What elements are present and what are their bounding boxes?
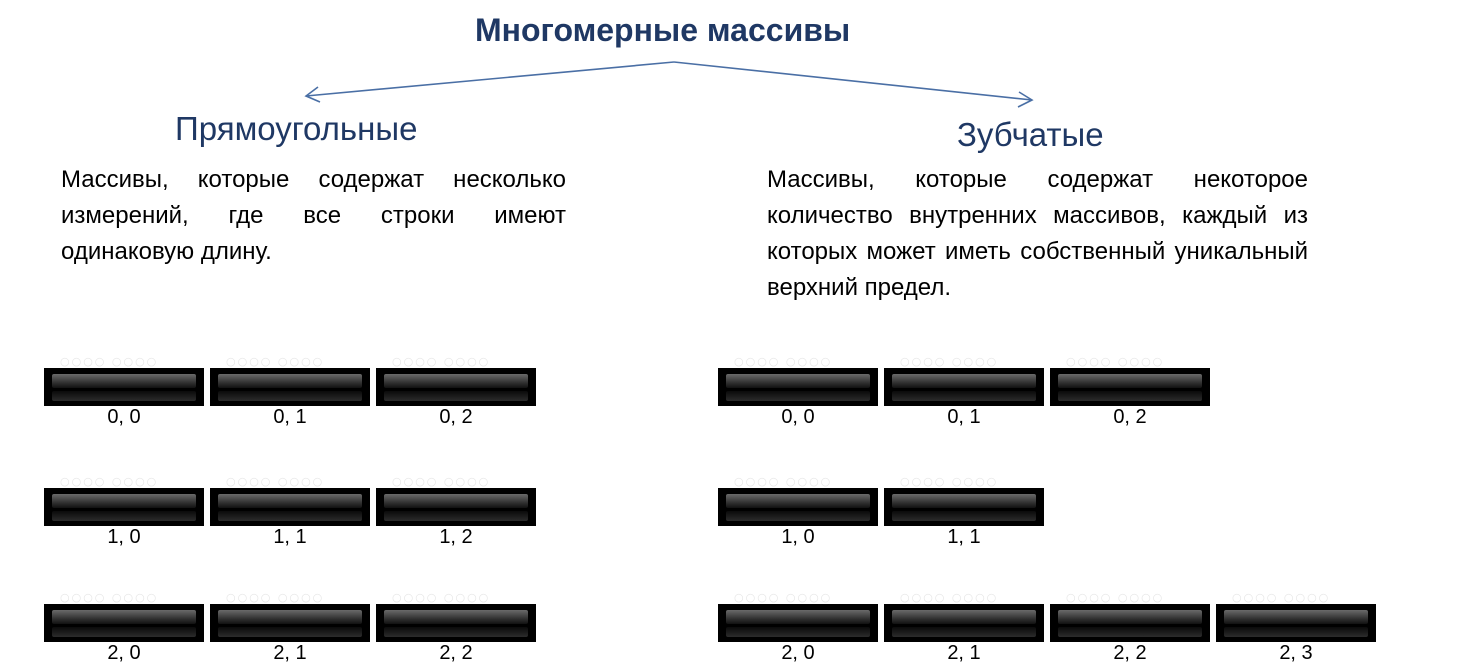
array-element-block bbox=[376, 368, 536, 406]
jag-cell-2-3: ○○○○ ○○○○ 2, 3 bbox=[1216, 592, 1376, 664]
rect-cell-1-1: ○○○○ ○○○○ 1, 1 bbox=[210, 476, 370, 548]
rect-cell-2-2: ○○○○ ○○○○ 2, 2 bbox=[376, 592, 536, 664]
array-element-block bbox=[718, 368, 878, 406]
jag-cell-2-0: ○○○○ ○○○○ 2, 0 bbox=[718, 592, 878, 664]
cell-placeholder-dots: ○○○○ ○○○○ bbox=[1066, 356, 1165, 368]
jagged-heading: Зубчатые bbox=[957, 116, 1104, 153]
jag-cell-1-1: ○○○○ ○○○○ 1, 1 bbox=[884, 476, 1044, 548]
rectangular-description: Массивы, которые содержат несколько изме… bbox=[61, 166, 566, 265]
cell-placeholder-dots: ○○○○ ○○○○ bbox=[1066, 592, 1165, 604]
array-element-block bbox=[44, 368, 204, 406]
cell-index-label: 0, 0 bbox=[781, 406, 815, 428]
cell-placeholder-dots: ○○○○ ○○○○ bbox=[60, 476, 159, 488]
cell-placeholder-dots: ○○○○ ○○○○ bbox=[392, 592, 491, 604]
cell-index-label: 1, 1 bbox=[273, 526, 307, 548]
array-element-block bbox=[376, 488, 536, 526]
array-element-block bbox=[884, 488, 1044, 526]
cell-index-label: 2, 0 bbox=[107, 642, 141, 664]
cell-placeholder-dots: ○○○○ ○○○○ bbox=[734, 476, 833, 488]
array-element-block bbox=[44, 488, 204, 526]
diagram-title: Многомерные массивы bbox=[475, 12, 851, 48]
cell-placeholder-dots: ○○○○ ○○○○ bbox=[226, 356, 325, 368]
array-element-block bbox=[718, 604, 878, 642]
cell-index-label: 0, 1 bbox=[273, 406, 307, 428]
cell-index-label: 1, 2 bbox=[439, 526, 473, 548]
array-element-block bbox=[44, 604, 204, 642]
cell-index-label: 0, 1 bbox=[947, 406, 981, 428]
rect-cell-1-0: ○○○○ ○○○○ 1, 0 bbox=[44, 476, 204, 548]
cell-placeholder-dots: ○○○○ ○○○○ bbox=[1232, 592, 1331, 604]
jag-cell-0-0: ○○○○ ○○○○ 0, 0 bbox=[718, 356, 878, 428]
rect-cell-2-1: ○○○○ ○○○○ 2, 1 bbox=[210, 592, 370, 664]
cell-index-label: 1, 0 bbox=[781, 526, 815, 548]
cell-index-label: 0, 2 bbox=[439, 406, 473, 428]
cell-placeholder-dots: ○○○○ ○○○○ bbox=[60, 356, 159, 368]
cell-placeholder-dots: ○○○○ ○○○○ bbox=[392, 356, 491, 368]
cell-placeholder-dots: ○○○○ ○○○○ bbox=[226, 592, 325, 604]
array-element-block bbox=[1216, 604, 1376, 642]
array-element-block bbox=[718, 488, 878, 526]
jagged-description: Массивы, которые содержат некоторое коли… bbox=[767, 166, 1308, 301]
cell-placeholder-dots: ○○○○ ○○○○ bbox=[734, 592, 833, 604]
cell-index-label: 1, 0 bbox=[107, 526, 141, 548]
cell-index-label: 0, 2 bbox=[1113, 406, 1147, 428]
array-element-block bbox=[884, 368, 1044, 406]
rectangular-heading: Прямоугольные bbox=[175, 110, 418, 147]
rect-cell-0-0: ○○○○ ○○○○ 0, 0 bbox=[44, 356, 204, 428]
rect-cell-1-2: ○○○○ ○○○○ 1, 2 bbox=[376, 476, 536, 548]
arrow-to-jagged bbox=[673, 61, 1034, 108]
cell-placeholder-dots: ○○○○ ○○○○ bbox=[900, 356, 999, 368]
array-element-block bbox=[1050, 604, 1210, 642]
cell-placeholder-dots: ○○○○ ○○○○ bbox=[734, 356, 833, 368]
cell-placeholder-dots: ○○○○ ○○○○ bbox=[392, 476, 491, 488]
jag-cell-0-1: ○○○○ ○○○○ 0, 1 bbox=[884, 356, 1044, 428]
jag-cell-0-2: ○○○○ ○○○○ 0, 2 bbox=[1050, 356, 1210, 428]
cell-placeholder-dots: ○○○○ ○○○○ bbox=[60, 592, 159, 604]
cell-index-label: 2, 2 bbox=[439, 642, 473, 664]
array-element-block bbox=[1050, 368, 1210, 406]
array-element-block bbox=[210, 604, 370, 642]
cell-index-label: 1, 1 bbox=[947, 526, 981, 548]
array-element-block bbox=[376, 604, 536, 642]
array-element-block bbox=[884, 604, 1044, 642]
cell-placeholder-dots: ○○○○ ○○○○ bbox=[226, 476, 325, 488]
cell-index-label: 2, 0 bbox=[781, 642, 815, 664]
cell-placeholder-dots: ○○○○ ○○○○ bbox=[900, 592, 999, 604]
cell-placeholder-dots: ○○○○ ○○○○ bbox=[900, 476, 999, 488]
rect-cell-2-0: ○○○○ ○○○○ 2, 0 bbox=[44, 592, 204, 664]
rect-cell-0-1: ○○○○ ○○○○ 0, 1 bbox=[210, 356, 370, 428]
jag-cell-2-2: ○○○○ ○○○○ 2, 2 bbox=[1050, 592, 1210, 664]
cell-index-label: 2, 2 bbox=[1113, 642, 1147, 664]
cell-index-label: 0, 0 bbox=[107, 406, 141, 428]
array-element-block bbox=[210, 368, 370, 406]
arrow-to-rectangular bbox=[304, 61, 675, 103]
rect-cell-0-2: ○○○○ ○○○○ 0, 2 bbox=[376, 356, 536, 428]
array-element-block bbox=[210, 488, 370, 526]
cell-index-label: 2, 3 bbox=[1279, 642, 1313, 664]
cell-index-label: 2, 1 bbox=[947, 642, 981, 664]
cell-index-label: 2, 1 bbox=[273, 642, 307, 664]
jag-cell-1-0: ○○○○ ○○○○ 1, 0 bbox=[718, 476, 878, 548]
jag-cell-2-1: ○○○○ ○○○○ 2, 1 bbox=[884, 592, 1044, 664]
